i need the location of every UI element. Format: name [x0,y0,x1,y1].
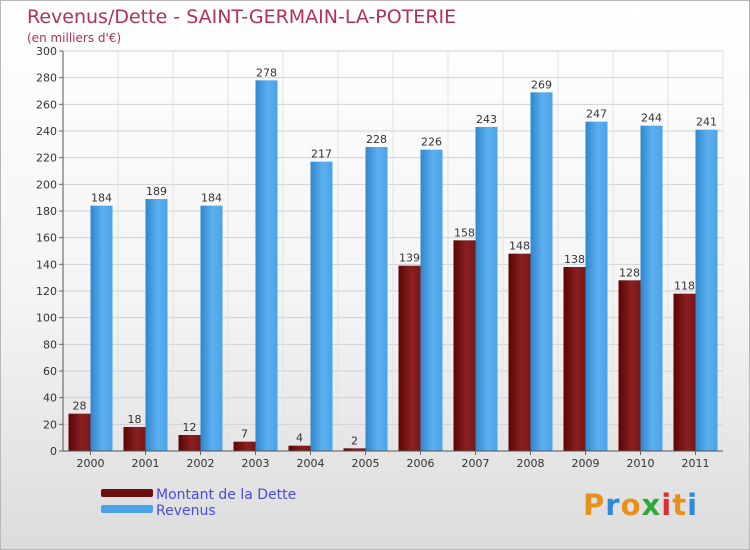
bar-dette-2002 [178,435,201,451]
y-tick-label: 100 [36,312,57,325]
data-label-dette-2001: 18 [128,413,142,426]
y-tick-label: 80 [43,338,57,351]
y-tick-label: 220 [36,152,57,165]
bar-revenus-2007 [475,127,498,451]
bar-dette-2006 [398,265,421,451]
x-tick-label-2003: 2003 [242,457,270,470]
data-label-revenus-2006: 226 [421,136,442,149]
x-tick-label-2006: 2006 [407,457,435,470]
y-tick-label: 280 [36,72,57,85]
data-label-revenus-2001: 189 [146,185,167,198]
data-labels: 28 184 18 189 12 184 7 278 4 217 2 228 139 226 158 243 1… [73,66,718,447]
data-label-dette-2011: 118 [674,280,695,293]
bars [68,80,718,452]
bar-dette-2000 [68,413,91,451]
x-tick-label-2004: 2004 [297,457,325,470]
data-label-revenus-2000: 184 [91,192,112,205]
x-tick-label-2011: 2011 [682,457,710,470]
data-label-revenus-2002: 184 [201,192,222,205]
x-tick-label-2000: 2000 [77,457,105,470]
bar-revenus-2003 [255,80,278,451]
y-tick-label: 0 [50,445,57,458]
bar-dette-2008 [508,253,531,451]
logo-letter: P [583,488,606,522]
bar-revenus-2005 [365,147,388,451]
data-label-dette-2006: 139 [399,252,420,265]
logo-letter: o [620,488,642,522]
legend-swatch-revenus [101,505,153,513]
bar-dette-2005 [343,448,366,451]
bar-dette-2007 [453,240,476,451]
x-tick-label-2007: 2007 [462,457,490,470]
logo-letter: i [661,488,673,522]
data-label-dette-2004: 4 [296,432,303,445]
bar-revenus-2011 [695,129,718,451]
y-tick-label: 40 [43,392,57,405]
data-label-revenus-2008: 269 [531,78,552,91]
bar-revenus-2009 [585,121,608,452]
y-tick-label: 240 [36,125,57,138]
y-tick-label: 180 [36,205,57,218]
logo-letter: x [641,488,662,522]
bar-dette-2004 [288,445,311,451]
y-tick-label: 260 [36,98,57,111]
legend-swatch-dette [101,489,153,497]
y-tick-label: 160 [36,232,57,245]
bar-revenus-2000 [90,205,113,451]
logo-letter: i [687,488,699,522]
data-label-dette-2005: 2 [351,434,358,447]
y-tick-label: 120 [36,285,57,298]
bar-dette-2001 [123,427,146,451]
bar-revenus-2008 [530,92,553,451]
data-label-revenus-2009: 247 [586,108,607,121]
data-label-revenus-2007: 243 [476,113,497,126]
x-tick-label-2001: 2001 [132,457,160,470]
legend-label-dette: Montant de la Dette [156,487,297,503]
bar-revenus-2010 [640,125,663,452]
chart-subtitle: (en milliers d'€) [27,31,122,45]
bar-dette-2003 [233,441,256,451]
logo-letter: t [672,488,688,522]
bar-dette-2009 [563,267,586,451]
bar-revenus-2002 [200,205,223,451]
y-tick-label: 140 [36,258,57,271]
grid-lines [62,50,724,452]
y-tick-label: 300 [36,45,57,58]
data-label-revenus-2010: 244 [641,112,662,125]
x-tick-label-2008: 2008 [517,457,545,470]
x-tick-label-2002: 2002 [187,457,215,470]
legend-label-revenus: Revenus [156,503,216,519]
bar-revenus-2006 [420,149,443,451]
chart-title: Revenus/Dette - SAINT-GERMAIN-LA-POTERIE [27,6,457,28]
y-tick-label: 20 [43,418,57,431]
logo-letter: r [605,488,621,522]
data-label-dette-2002: 12 [183,421,197,434]
bar-dette-2011 [673,293,696,451]
x-tick-label-2010: 2010 [627,457,655,470]
x-tick-label-2009: 2009 [572,457,600,470]
data-label-dette-2009: 138 [564,253,585,266]
bar-revenus-2004 [310,161,333,451]
data-label-dette-2003: 7 [241,428,248,441]
data-label-revenus-2011: 241 [696,116,717,129]
data-label-revenus-2005: 228 [366,133,387,146]
proxiti-logo: Proxiti [583,488,698,522]
data-label-dette-2007: 158 [454,226,475,239]
y-tick-label: 60 [43,365,57,378]
data-label-revenus-2003: 278 [256,66,277,79]
data-label-revenus-2004: 217 [311,148,332,161]
axes: 0 20 40 60 80 100 120 140 160 180 200 220 240 260 280 3… [36,45,723,470]
y-tick-label: 200 [36,178,57,191]
data-label-dette-2000: 28 [73,400,87,413]
x-tick-label-2005: 2005 [352,457,380,470]
data-label-dette-2008: 148 [509,240,530,253]
bar-dette-2010 [618,280,641,451]
data-label-dette-2010: 128 [619,266,640,279]
bar-revenus-2001 [145,199,168,451]
